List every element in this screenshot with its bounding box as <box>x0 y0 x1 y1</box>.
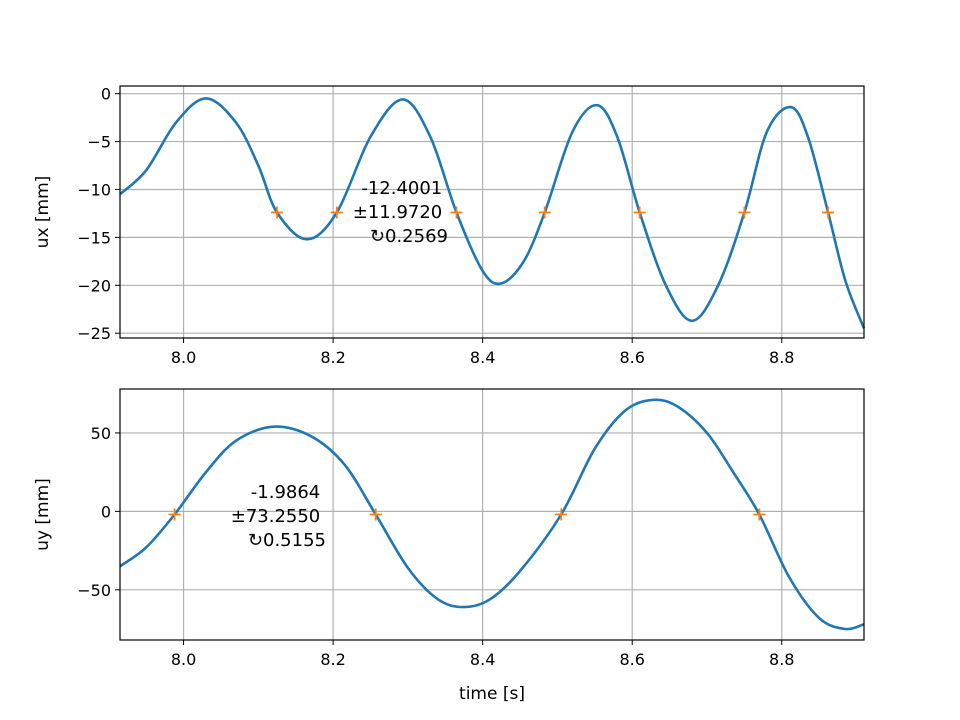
uy-subplot: 8.0 8.2 8.4 8.6 8.8 500−50 uy [mm] time [s] … <box>33 388 865 704</box>
ux-curve <box>119 97 866 329</box>
uy-x-tick-label: 8.2 <box>320 650 345 669</box>
uy-x-tick-label: 8.4 <box>470 650 495 669</box>
uy-annotation-mean: -1.9864 <box>251 482 320 503</box>
ux-annotation: -12.4001 ±11.9720 ↻0.2569 <box>353 178 448 247</box>
ux-annotation-period: ↻0.2569 <box>370 226 448 247</box>
uy-x-tick-label: 8.8 <box>769 650 794 669</box>
uy-grid <box>120 389 864 640</box>
ux-crossing-marker <box>822 206 835 219</box>
ux-x-ticks: 8.0 8.2 8.4 8.6 8.8 <box>171 338 794 367</box>
ux-x-tick-label: 8.8 <box>769 348 794 367</box>
uy-y-tick-label: 50 <box>91 424 111 443</box>
ux-y-tick-label: 0 <box>101 85 111 104</box>
ux-crossing-marker <box>450 206 463 219</box>
uy-y-tick-label: 0 <box>101 502 111 521</box>
ux-x-tick-label: 8.0 <box>171 348 196 367</box>
ux-y-tick-label: −20 <box>77 276 111 295</box>
ux-axes-frame <box>119 85 865 339</box>
ux-y-tick-label: −25 <box>77 324 111 343</box>
ux-y-tick-label: −15 <box>77 228 111 247</box>
ux-y-axis-label: ux [mm] <box>33 176 53 249</box>
ux-x-tick-label: 8.6 <box>619 348 644 367</box>
uy-crossing-marker <box>753 508 766 521</box>
ux-y-ticks: 0 −5 −10 −15 −20 −25 <box>77 85 120 343</box>
ux-crossing-marker <box>538 206 551 219</box>
uy-crossing-marker <box>369 508 382 521</box>
ux-crossing-marker <box>271 206 284 219</box>
uy-x-tick-label: 8.0 <box>171 650 196 669</box>
uy-x-ticks: 8.0 8.2 8.4 8.6 8.8 <box>171 640 794 669</box>
ux-annotation-amplitude: ±11.9720 <box>353 202 443 223</box>
uy-axes-frame <box>119 388 865 641</box>
uy-y-ticks: 50 0 −50 <box>77 424 120 600</box>
ux-annotation-mean: -12.4001 <box>361 178 442 199</box>
uy-y-axis-label: uy [mm] <box>33 478 53 551</box>
ux-y-tick-label: −5 <box>87 133 111 152</box>
x-axis-label: time [s] <box>459 684 525 704</box>
ux-crossing-markers <box>271 206 835 219</box>
ux-x-tick-label: 8.2 <box>320 348 345 367</box>
uy-annotation: -1.9864 ±73.2550 ↻0.5155 <box>231 482 326 551</box>
uy-x-tick-label: 8.6 <box>619 650 644 669</box>
uy-annotation-amplitude: ±73.2550 <box>231 506 321 527</box>
uy-crossing-marker <box>555 508 568 521</box>
ux-grid <box>120 86 864 338</box>
ux-x-tick-label: 8.4 <box>470 348 495 367</box>
ux-crossing-marker <box>738 206 751 219</box>
ux-crossing-marker <box>330 206 343 219</box>
ux-crossing-marker <box>633 206 646 219</box>
uy-y-tick-label: −50 <box>77 581 111 600</box>
ux-subplot: 8.0 8.2 8.4 8.6 8.8 0−5−10−15−20−25 ux [mm] … <box>33 85 866 367</box>
ux-y-tick-label: −10 <box>77 180 111 199</box>
uy-annotation-period: ↻0.5155 <box>248 530 326 551</box>
uy-crossing-markers <box>168 508 766 521</box>
uy-crossing-marker <box>168 508 181 521</box>
